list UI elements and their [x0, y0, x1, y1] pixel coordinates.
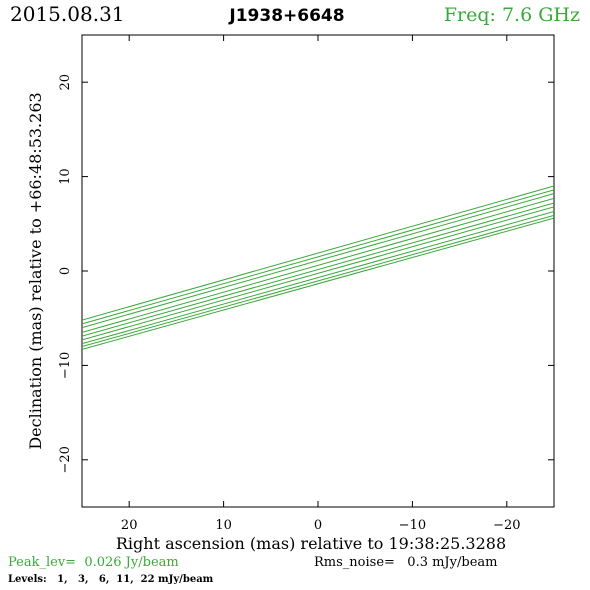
- contour-line-2: [82, 189, 554, 325]
- y-tick-label: 20: [58, 74, 73, 91]
- observation-date: 2015.08.31: [10, 2, 125, 26]
- y-tick-label: −10: [58, 352, 73, 379]
- contour-line-7: [82, 211, 554, 345]
- x-tick-label: 10: [215, 518, 232, 533]
- x-axis-label: Right ascension (mas) relative to 19:38:…: [116, 534, 506, 553]
- plot-frame: [81, 34, 555, 508]
- y-tick-label: 10: [58, 168, 73, 185]
- contour-line-5: [82, 202, 554, 337]
- x-tick-label: 20: [121, 518, 138, 533]
- contour-line-1: [82, 185, 554, 321]
- x-tick-label: −10: [399, 518, 426, 533]
- contour-line-6: [82, 206, 554, 341]
- y-tick-label: −20: [58, 446, 73, 473]
- contour-line-3: [82, 193, 554, 329]
- contour-line-9: [82, 217, 554, 350]
- source-name: J1938+6648: [228, 6, 344, 26]
- contour-line-4: [82, 197, 554, 333]
- x-tick-label: 0: [314, 518, 322, 533]
- frequency-label: Freq: 7.6 GHz: [444, 4, 580, 26]
- contour-line-8: [82, 214, 554, 347]
- contour-levels: Levels: 1, 3, 6, 11, 22 mJy/beam: [8, 574, 214, 585]
- rms-noise: Rms_noise= 0.3 mJy/beam: [314, 555, 497, 570]
- peak-level: Peak_lev= 0.026 Jy/beam: [8, 555, 179, 570]
- y-tick-label: 0: [58, 267, 73, 275]
- contour-lines: [82, 185, 554, 350]
- y-axis-label: Declination (mas) relative to +66:48:53.…: [26, 92, 45, 449]
- x-tick-label: −20: [493, 518, 520, 533]
- axis-ticks: 20 10 0 −10 −20 20 10 0 −10 −20: [58, 35, 554, 533]
